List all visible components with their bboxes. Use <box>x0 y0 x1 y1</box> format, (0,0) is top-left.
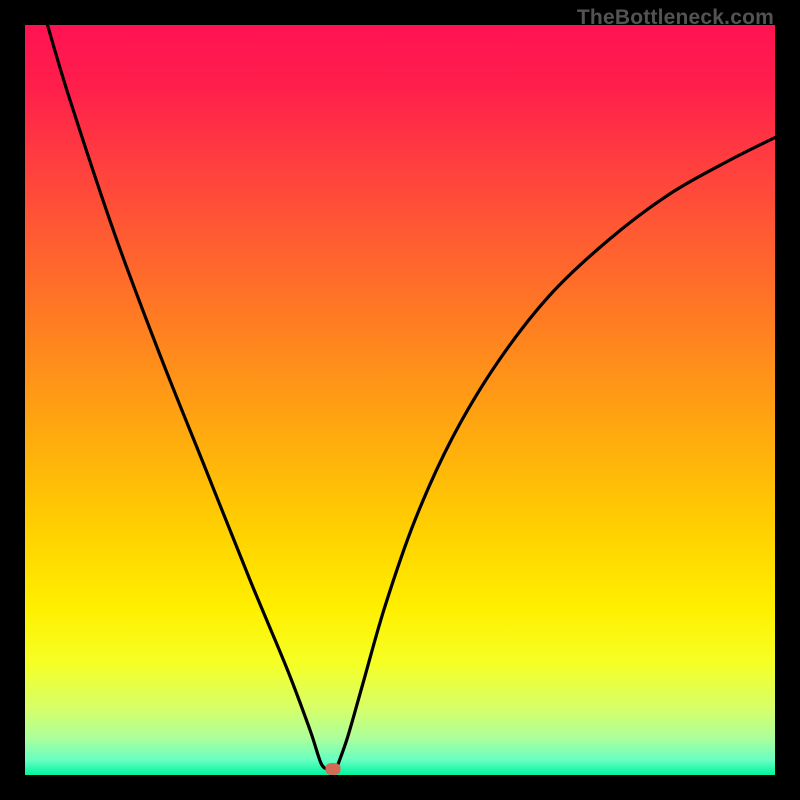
apex-marker <box>325 763 340 775</box>
plot-area <box>25 25 775 775</box>
watermark-text: TheBottleneck.com <box>577 6 774 30</box>
canvas-root: TheBottleneck.com <box>0 0 800 800</box>
v-curve <box>48 25 776 769</box>
curve-layer <box>25 25 775 775</box>
